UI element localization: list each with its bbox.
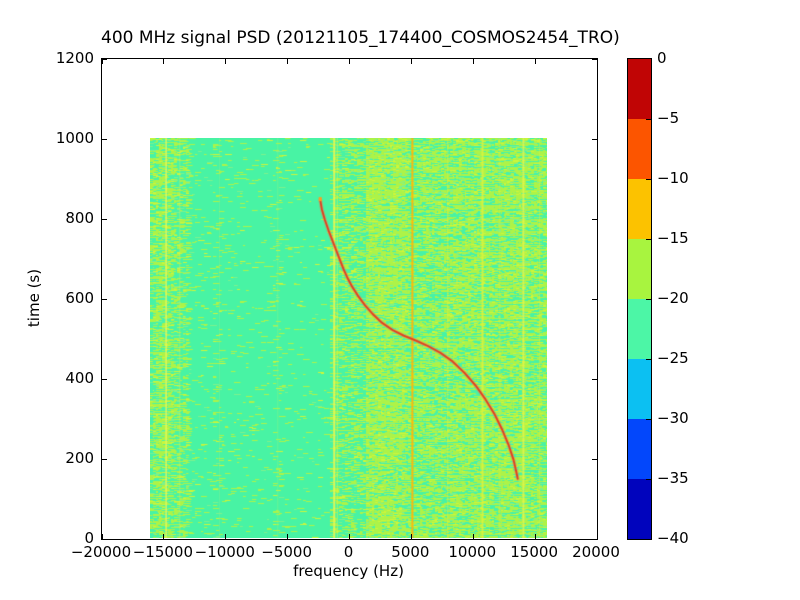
x-tick-label: 5000 <box>391 543 430 561</box>
tick-mark <box>163 534 165 539</box>
tick-mark <box>102 378 107 380</box>
tick-mark <box>592 138 597 140</box>
colorbar-tick-mark <box>646 359 651 360</box>
tick-mark <box>102 298 107 300</box>
x-tick-label: −10000 <box>194 543 255 561</box>
tick-mark <box>592 58 597 60</box>
y-tick-label: 1200 <box>55 49 94 67</box>
colorbar-tick-label: −30 <box>657 409 689 427</box>
x-tick-label: 10000 <box>448 543 497 561</box>
colorbar-segment <box>628 299 651 359</box>
colorbar-segment <box>628 59 651 119</box>
colorbar-tick-label: −25 <box>657 349 689 367</box>
tick-mark <box>592 538 597 540</box>
tick-mark <box>410 59 412 64</box>
tick-mark <box>102 218 107 220</box>
y-tick-label: 800 <box>65 209 94 227</box>
colorbar-segment <box>628 479 651 539</box>
tick-mark <box>163 59 165 64</box>
colorbar-tick-mark <box>646 419 651 420</box>
y-axis-label: time (s) <box>25 268 43 328</box>
tick-mark <box>592 458 597 460</box>
colorbar-tick-label: 0 <box>657 49 667 67</box>
x-tick-label: −15000 <box>132 543 194 561</box>
colorbar-segment <box>628 359 651 419</box>
plot-title: 400 MHz signal PSD (20121105_174400_COSM… <box>101 28 620 48</box>
tick-mark <box>102 458 107 460</box>
colorbar-tick-mark <box>646 239 651 240</box>
colorbar-segment <box>628 419 651 479</box>
x-axis-label: frequency (Hz) <box>293 562 404 580</box>
colorbar-tick-mark <box>646 299 651 300</box>
colorbar <box>627 58 652 540</box>
tick-mark <box>592 378 597 380</box>
tick-mark <box>534 59 536 64</box>
colorbar-tick-mark <box>646 179 651 180</box>
spectrogram-image <box>150 138 547 538</box>
colorbar-tick-label: −5 <box>657 109 680 127</box>
tick-mark <box>102 58 107 60</box>
y-tick-label: 200 <box>65 449 94 467</box>
y-tick-label: 400 <box>65 369 94 387</box>
tick-mark <box>287 534 289 539</box>
axes-frame <box>101 58 598 540</box>
colorbar-tick-mark <box>646 119 651 120</box>
x-tick-label: 15000 <box>510 543 558 561</box>
x-tick-label: 0 <box>343 543 354 561</box>
colorbar-segment <box>628 179 651 239</box>
x-tick-label: 20000 <box>572 543 620 561</box>
tick-mark <box>102 138 107 140</box>
tick-mark <box>225 534 227 539</box>
colorbar-tick-mark <box>646 479 651 480</box>
colorbar-tick-label: −35 <box>657 469 689 487</box>
tick-mark <box>596 59 598 64</box>
x-tick-label: −5000 <box>261 543 312 561</box>
tick-mark <box>102 538 107 540</box>
tick-mark <box>534 534 536 539</box>
tick-mark <box>225 59 227 64</box>
tick-mark <box>101 59 103 64</box>
y-tick-label: 1000 <box>55 129 94 147</box>
tick-mark <box>472 534 474 539</box>
x-tick-label: −20000 <box>70 543 132 561</box>
colorbar-tick-label: −10 <box>657 169 689 187</box>
colorbar-tick-label: −15 <box>657 229 689 247</box>
tick-mark <box>592 298 597 300</box>
tick-mark <box>596 534 598 539</box>
tick-mark <box>472 59 474 64</box>
tick-mark <box>101 534 103 539</box>
y-tick-label: 0 <box>84 529 94 547</box>
tick-mark <box>592 218 597 220</box>
colorbar-segment <box>628 239 651 299</box>
tick-mark <box>349 534 350 539</box>
colorbar-tick-label: −20 <box>657 289 689 307</box>
tick-mark <box>349 59 350 64</box>
colorbar-segment <box>628 119 651 179</box>
colorbar-tick-label: −40 <box>657 529 689 547</box>
tick-mark <box>287 59 289 64</box>
y-tick-label: 600 <box>65 289 94 307</box>
tick-mark <box>410 534 412 539</box>
